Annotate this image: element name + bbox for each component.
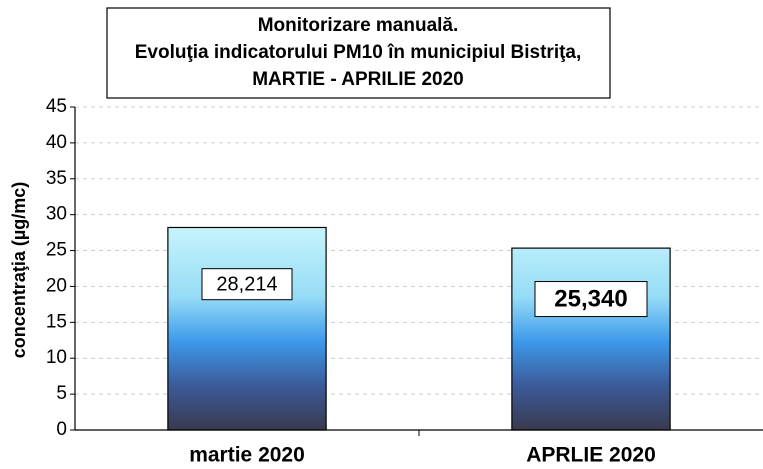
y-tick-label: 10 xyxy=(46,347,67,368)
x-tick-label: APRLIE 2020 xyxy=(526,444,656,467)
chart-title: MARTIE - APRILIE 2020 xyxy=(252,69,464,90)
y-tick-label: 20 xyxy=(46,275,67,296)
title-box xyxy=(106,7,611,99)
data-label-box xyxy=(201,268,293,301)
y-tick-label: 5 xyxy=(56,383,67,404)
y-tick-label: 0 xyxy=(56,419,67,440)
chart-title: Evoluţia indicatorului PM10 în municipiu… xyxy=(135,42,582,63)
bar xyxy=(167,226,327,431)
y-tick-label: 15 xyxy=(46,311,67,332)
y-tick-label: 40 xyxy=(46,132,67,153)
y-axis-label: concentraţia (µg/mc) xyxy=(9,182,29,358)
chart-title: Monitorizare manuală. xyxy=(258,15,459,36)
bar xyxy=(511,247,671,431)
data-label-box xyxy=(534,281,648,318)
x-tick-label: martie 2020 xyxy=(189,444,305,467)
data-label: 28,214 xyxy=(216,273,277,295)
y-tick-label: 45 xyxy=(46,96,67,117)
y-tick-label: 30 xyxy=(46,204,67,225)
data-label: 25,340 xyxy=(554,285,627,312)
y-tick-label: 25 xyxy=(46,240,67,261)
y-tick-label: 35 xyxy=(46,168,67,189)
